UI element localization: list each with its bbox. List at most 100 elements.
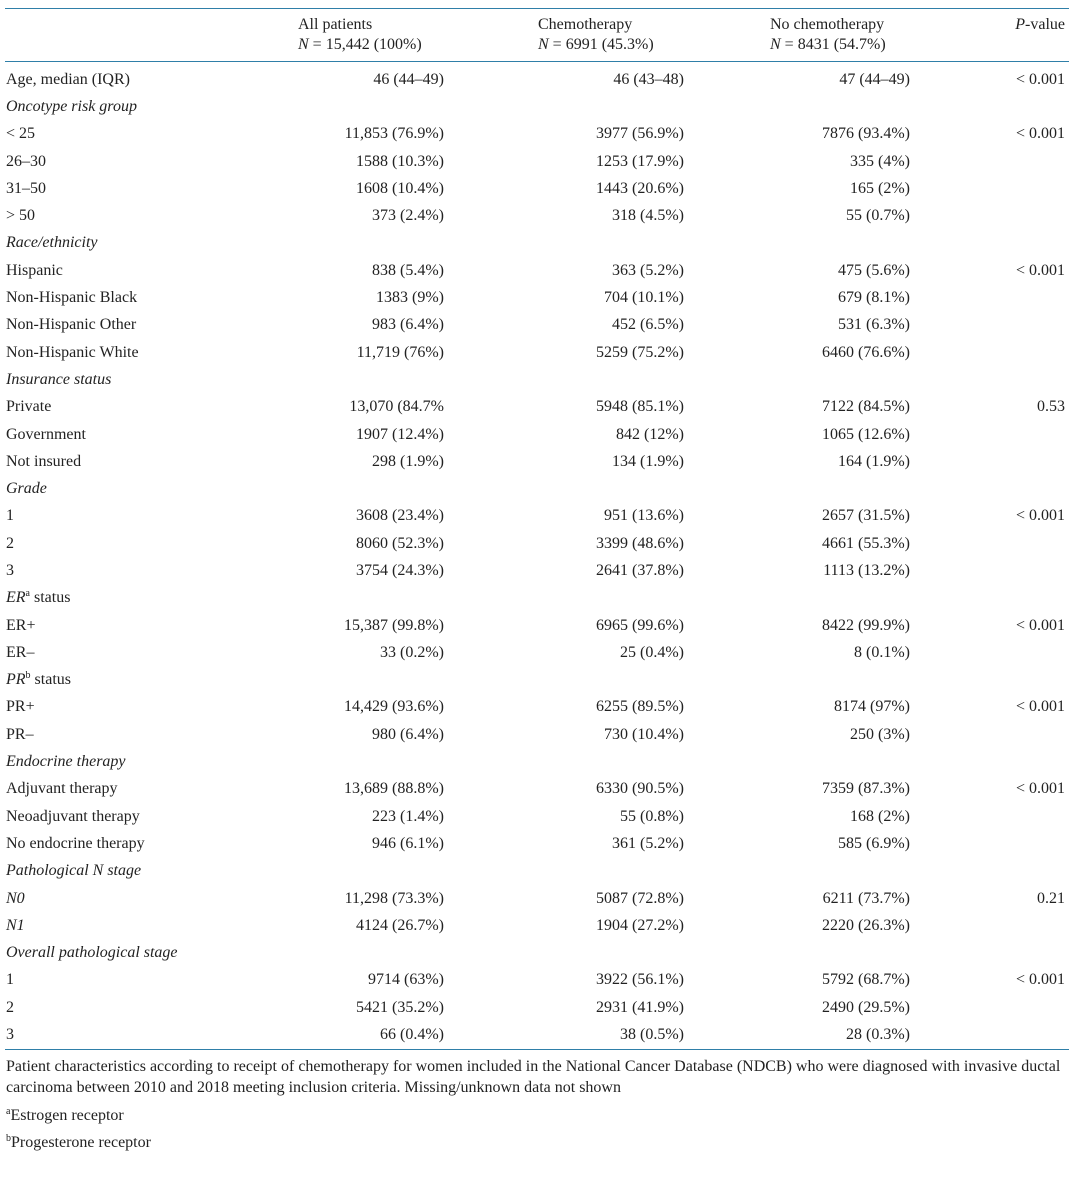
cell-p-value: < 0.001 xyxy=(1015,125,1065,143)
table-header: All patients N = 15,442 (100%) Chemother… xyxy=(5,9,1069,62)
cell-chemotherapy: 2931 (41.9%) xyxy=(596,998,684,1016)
row-label: ER– xyxy=(6,643,35,661)
table-row: ER– 33 (0.2%) 25 (0.4%) 8 (0.1%) xyxy=(5,639,1069,666)
group-label: Endocrine therapy xyxy=(6,753,126,771)
table-row: N1 4124 (26.7%) 1904 (27.2%) 2220 (26.3%) xyxy=(5,912,1069,939)
group-label: Race/ethnicity xyxy=(6,234,98,252)
row-label: 1 xyxy=(6,507,14,525)
cell-all-patients: 13,070 (84.7% xyxy=(349,398,444,416)
cell-p-value xyxy=(1002,1021,1069,1048)
cell-p-value xyxy=(1002,421,1069,448)
top-rule xyxy=(5,8,1069,9)
cell-p-value: < 0.001 xyxy=(1015,971,1065,989)
table-row: 1 3608 (23.4%) 951 (13.6%) 2657 (31.5%) < 0.… xyxy=(5,503,1069,530)
table-row: Government 1907 (12.4%) 842 (12%) 1065 (12.… xyxy=(5,421,1069,448)
table-row: Non-Hispanic Black 1383 (9%) 704 (10.1%) 67… xyxy=(5,284,1069,311)
cell-all-patients: 298 (1.9%) xyxy=(372,452,444,470)
table-row: Hispanic 838 (5.4%) 363 (5.2%) 475 (5.6%) < … xyxy=(5,257,1069,284)
group-label: Insurance status xyxy=(6,370,112,388)
group-header-row: Insurance status xyxy=(5,366,1069,393)
row-label: < 25 xyxy=(6,125,36,143)
cell-p-value xyxy=(1002,448,1069,475)
group-header-row: Pathological N stage xyxy=(5,858,1069,885)
header-chemotherapy-n: N = 6991 (45.3%) xyxy=(538,36,654,53)
cell-no-chemotherapy: 4661 (55.3%) xyxy=(822,534,910,552)
row-label: 31–50 xyxy=(6,179,46,197)
header-all-patients-n: N = 15,442 (100%) xyxy=(298,36,422,53)
cell-chemotherapy: 1443 (20.6%) xyxy=(596,179,684,197)
table-body: Age, median (IQR) 46 (44–49) 46 (43–48) 47 … xyxy=(5,62,1069,1049)
cell-p-value xyxy=(1002,339,1069,366)
row-label: PR– xyxy=(6,725,34,743)
table-row: < 25 11,853 (76.9%) 3977 (56.9%) 7876 (93.4… xyxy=(5,121,1069,148)
cell-chemotherapy: 704 (10.1%) xyxy=(604,289,684,307)
cell-all-patients: 33 (0.2%) xyxy=(380,643,444,661)
group-label: ERa status xyxy=(6,588,71,607)
row-label: N1 xyxy=(6,916,25,934)
cell-no-chemotherapy: 55 (0.7%) xyxy=(846,207,910,225)
cell-chemotherapy: 46 (43–48) xyxy=(613,70,684,88)
table-row: 26–30 1588 (10.3%) 1253 (17.9%) 335 (4%) xyxy=(5,148,1069,175)
cell-chemotherapy: 55 (0.8%) xyxy=(620,807,684,825)
cell-chemotherapy: 363 (5.2%) xyxy=(612,261,684,279)
row-label: Government xyxy=(6,425,86,443)
table-row: > 50 373 (2.4%) 318 (4.5%) 55 (0.7%) xyxy=(5,202,1069,229)
cell-chemotherapy: 1253 (17.9%) xyxy=(596,152,684,170)
row-label: N0 xyxy=(6,889,25,907)
row-label: Hispanic xyxy=(6,261,63,279)
cell-chemotherapy: 2641 (37.8%) xyxy=(596,561,684,579)
cell-all-patients: 11,298 (73.3%) xyxy=(344,889,444,907)
table-row: Not insured 298 (1.9%) 134 (1.9%) 164 (1.9%… xyxy=(5,448,1069,475)
row-label: Non-Hispanic Black xyxy=(6,289,138,307)
cell-no-chemotherapy: 475 (5.6%) xyxy=(838,261,910,279)
cell-chemotherapy: 842 (12%) xyxy=(616,425,684,443)
cell-chemotherapy: 951 (13.6%) xyxy=(604,507,684,525)
cell-no-chemotherapy: 679 (8.1%) xyxy=(838,289,910,307)
header-no-chemotherapy: No chemotherapy N = 8431 (54.7%) xyxy=(770,9,1002,61)
cell-no-chemotherapy: 47 (44–49) xyxy=(839,70,910,88)
cell-all-patients: 8060 (52.3%) xyxy=(356,534,444,552)
cell-p-value: < 0.001 xyxy=(1015,70,1065,88)
table-row: 1 9714 (63%) 3922 (56.1%) 5792 (68.7%) < 0.0… xyxy=(5,967,1069,994)
cell-all-patients: 11,719 (76%) xyxy=(356,343,444,361)
header-all-patients: All patients N = 15,442 (100%) xyxy=(298,9,538,61)
table-row: Private 13,070 (84.7% 5948 (85.1%) 7122 (84… xyxy=(5,394,1069,421)
table-row: Age, median (IQR) 46 (44–49) 46 (43–48) 47 … xyxy=(5,62,1069,93)
cell-chemotherapy: 318 (4.5%) xyxy=(612,207,684,225)
cell-all-patients: 4124 (26.7%) xyxy=(356,916,444,934)
row-label: 2 xyxy=(6,998,14,1016)
header-no-chemotherapy-n: N = 8431 (54.7%) xyxy=(770,36,886,53)
cell-all-patients: 13,689 (88.8%) xyxy=(344,780,444,798)
cell-all-patients: 1608 (10.4%) xyxy=(356,179,444,197)
cell-all-patients: 3608 (23.4%) xyxy=(356,507,444,525)
table-row: Non-Hispanic Other 983 (6.4%) 452 (6.5%) 53… xyxy=(5,312,1069,339)
group-label: Overall pathological stage xyxy=(6,944,178,962)
cell-chemotherapy: 452 (6.5%) xyxy=(612,316,684,334)
cell-no-chemotherapy: 28 (0.3%) xyxy=(846,1026,910,1044)
row-label: No endocrine therapy xyxy=(6,834,145,852)
cell-no-chemotherapy: 7122 (84.5%) xyxy=(822,398,910,416)
header-all-patients-title: All patients xyxy=(298,16,373,33)
cell-all-patients: 1907 (12.4%) xyxy=(356,425,444,443)
cell-all-patients: 946 (6.1%) xyxy=(372,834,444,852)
row-label: 26–30 xyxy=(6,152,46,170)
cell-chemotherapy: 25 (0.4%) xyxy=(620,643,684,661)
cell-no-chemotherapy: 8 (0.1%) xyxy=(854,643,910,661)
row-label: PR+ xyxy=(6,698,35,716)
cell-no-chemotherapy: 250 (3%) xyxy=(850,725,910,743)
cell-p-value xyxy=(1002,639,1069,666)
cell-p-value xyxy=(1002,148,1069,175)
cell-no-chemotherapy: 8174 (97%) xyxy=(834,698,910,716)
cell-p-value xyxy=(1002,557,1069,584)
cell-p-value: < 0.001 xyxy=(1015,507,1065,525)
footnote-a: aEstrogen receptor xyxy=(6,1105,124,1124)
cell-all-patients: 373 (2.4%) xyxy=(372,207,444,225)
row-label: 3 xyxy=(6,1026,14,1044)
table-row: PR– 980 (6.4%) 730 (10.4%) 250 (3%) xyxy=(5,721,1069,748)
cell-chemotherapy: 361 (5.2%) xyxy=(612,834,684,852)
table-footer: Patient characteristics according to rec… xyxy=(5,1052,1069,1156)
cell-all-patients: 3754 (24.3%) xyxy=(356,561,444,579)
cell-p-value: < 0.001 xyxy=(1015,780,1065,798)
table-row: ER+ 15,387 (99.8%) 6965 (99.6%) 8422 (99.9%… xyxy=(5,612,1069,639)
group-label: PRb status xyxy=(6,670,71,689)
